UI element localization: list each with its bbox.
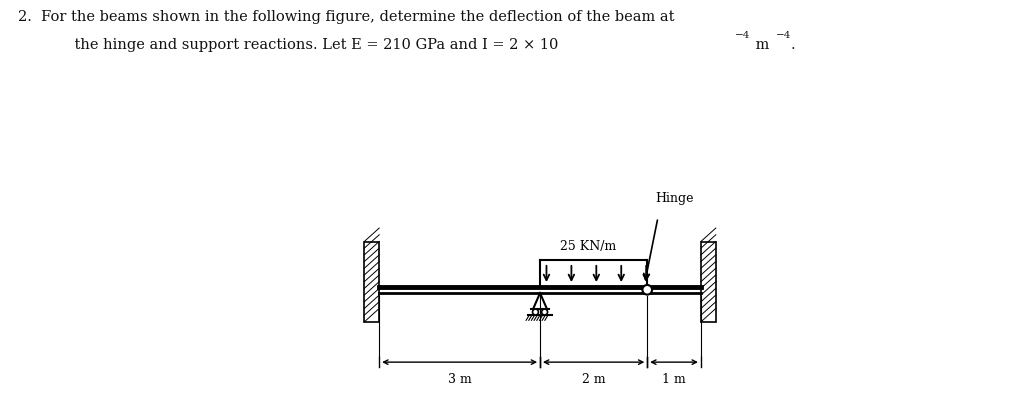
Text: 25 KN/m: 25 KN/m (560, 240, 616, 253)
Text: −4: −4 (735, 31, 751, 40)
Circle shape (532, 309, 539, 315)
Text: m: m (751, 38, 769, 52)
Text: 2.  For the beams shown in the following figure, determine the deflection of the: 2. For the beams shown in the following … (18, 10, 675, 24)
Text: Hinge: Hinge (654, 192, 693, 205)
Text: 1 m: 1 m (663, 372, 686, 385)
Bar (365, 242, 379, 322)
Bar (700, 242, 716, 322)
Text: 3 m: 3 m (447, 372, 471, 385)
Text: .: . (791, 38, 796, 52)
Text: 2 m: 2 m (582, 372, 605, 385)
Text: the hinge and support reactions. Let E = 210 GPa and I = 2 × 10: the hinge and support reactions. Let E =… (56, 38, 559, 52)
Text: −4: −4 (776, 31, 792, 40)
Circle shape (642, 285, 652, 295)
Circle shape (542, 309, 548, 315)
